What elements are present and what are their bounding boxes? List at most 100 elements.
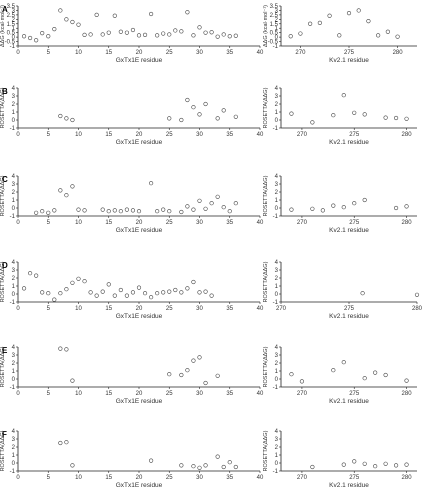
data-point <box>185 97 190 103</box>
x-tick-label: 40 <box>257 132 264 138</box>
x-tick-label: 40 <box>257 50 264 56</box>
data-point <box>373 464 378 469</box>
x-axis-label: GxTx1E residue <box>116 139 163 146</box>
x-tick-label: 10 <box>75 391 82 397</box>
x-tick-label: 0 <box>16 391 20 397</box>
data-point <box>124 30 129 35</box>
data-point <box>64 116 69 121</box>
data-point <box>179 372 184 378</box>
data-point <box>118 29 123 34</box>
y-tick-label: -0.5 <box>5 40 16 46</box>
x-tick-label: 280 <box>402 475 413 481</box>
data-point <box>70 463 75 468</box>
data-point <box>21 286 27 291</box>
x-tick-label: 280 <box>393 50 404 56</box>
y-tick-label: 3.5 <box>270 4 279 10</box>
data-point <box>167 116 172 121</box>
y-tick-label: 3 <box>12 182 16 188</box>
data-point <box>310 120 315 125</box>
data-point <box>197 290 202 295</box>
x-tick-label: 25 <box>166 50 173 56</box>
data-point <box>40 31 45 36</box>
x-tick-label: 0 <box>16 306 20 312</box>
data-point <box>233 201 238 206</box>
x-tick-label: 275 <box>349 132 360 138</box>
data-point <box>197 112 202 117</box>
data-point <box>70 280 75 285</box>
y-tick-label: 0 <box>12 292 16 298</box>
data-point <box>383 372 388 378</box>
data-point <box>118 287 123 293</box>
data-point <box>404 378 409 383</box>
data-point <box>393 115 399 121</box>
y-tick-label: 3 <box>12 268 16 274</box>
x-tick-label: 5 <box>47 50 51 56</box>
data-point <box>362 461 367 466</box>
data-point <box>70 184 75 189</box>
y-tick-label: 4 <box>12 429 16 435</box>
data-point <box>215 116 220 121</box>
data-point <box>215 373 220 378</box>
data-point <box>46 210 51 215</box>
x-tick-label: 15 <box>105 391 112 397</box>
data-point <box>167 289 172 294</box>
data-point <box>149 295 154 300</box>
panel-E-kv21: -1 0 1 2 3 4 270 275 280 Kv2.1 residue ROSETTA(ΔΔG… <box>263 345 417 405</box>
x-tick-label: 10 <box>75 50 82 56</box>
data-point <box>362 112 367 117</box>
y-tick-label: -1 <box>10 385 16 391</box>
data-point <box>40 209 45 214</box>
x-tick-label: 270 <box>297 391 308 397</box>
panel-letter: B <box>2 87 8 96</box>
x-axis-label: GxTx1E residue <box>116 313 163 320</box>
x-tick-label: 275 <box>344 306 355 312</box>
data-point <box>221 464 226 470</box>
data-point <box>64 287 69 292</box>
panel-B-kv21: -1 0 1 2 3 4 270 275 280 Kv2.1 residue ROSETTA(ΔΔG… <box>263 86 417 146</box>
data-point <box>191 33 196 38</box>
y-tick-label: 1 <box>12 453 16 459</box>
x-tick-label: 20 <box>136 306 143 312</box>
data-point <box>52 208 57 213</box>
x-tick-label: 25 <box>166 220 173 226</box>
data-point <box>352 459 357 464</box>
data-point <box>310 206 315 211</box>
y-axis-label: ROSETTA(ΔΔG) <box>0 430 6 471</box>
x-tick-label: 5 <box>47 220 51 226</box>
panel-F-kv21: -1 0 1 2 3 4 270 275 280 Kv2.1 residue ROSETTA(ΔΔG… <box>263 429 417 489</box>
data-point <box>383 115 388 120</box>
data-point <box>58 188 63 193</box>
y-tick-label: 2 <box>275 190 279 196</box>
y-tick-label: 1.5 <box>270 22 279 28</box>
y-tick-label: -1 <box>10 300 16 306</box>
data-point <box>149 181 154 186</box>
data-point <box>327 13 332 18</box>
y-tick-label: 2 <box>275 102 279 108</box>
x-tick-label: 5 <box>47 306 51 312</box>
data-point <box>112 293 117 298</box>
data-point <box>161 207 166 212</box>
data-point <box>76 22 81 27</box>
data-point <box>179 463 184 468</box>
data-point <box>185 368 190 373</box>
data-point <box>288 34 293 39</box>
data-point <box>106 209 111 214</box>
y-tick-label: 2 <box>275 17 279 23</box>
data-point <box>289 372 294 377</box>
data-point <box>414 292 420 297</box>
data-point <box>52 27 57 32</box>
data-point <box>289 207 294 212</box>
y-tick-label: 0.5 <box>270 31 279 37</box>
y-tick-label: 0 <box>12 206 16 212</box>
data-point <box>362 197 367 203</box>
y-tick-label: 3 <box>275 268 279 274</box>
data-point <box>46 34 51 39</box>
data-point <box>155 291 160 296</box>
x-axis-label: GxTx1E residue <box>116 227 163 234</box>
data-point <box>124 293 129 298</box>
data-point <box>52 297 57 302</box>
